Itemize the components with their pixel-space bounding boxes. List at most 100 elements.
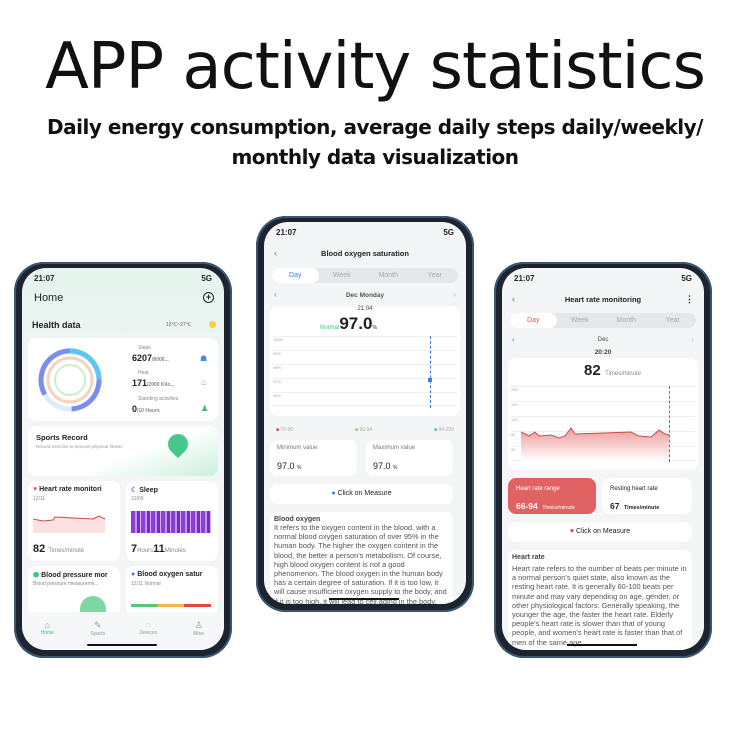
min-label: Minimum value <box>277 445 318 451</box>
blood-oxygen-card[interactable]: ● Blood oxygen satur 12/11 Normal <box>126 566 218 616</box>
info-card: Blood oxygen It refers to the oxygen con… <box>270 512 453 604</box>
plus-circle-icon[interactable]: + <box>203 292 214 303</box>
sleep-title: Sleep <box>139 487 158 494</box>
tab-week[interactable]: Week <box>332 272 351 279</box>
info-text: Heart rate refers to the number of beats… <box>512 564 687 647</box>
max-value: 97.0 <box>373 461 391 471</box>
heart-rate-card[interactable]: ♥ Heart rate monitori 12/11 82 Times/min… <box>28 481 120 561</box>
info-title: Blood oxygen <box>274 516 321 523</box>
max-label: Maximum value <box>373 445 416 451</box>
status-network: 5G <box>443 228 454 237</box>
oxygen-chart-card: 21:04 Normal97.0% 100% 99% 98% 97% 96% <box>270 306 460 416</box>
back-icon[interactable]: ‹ <box>512 294 515 304</box>
heat-goal: /2000 Kilo... <box>147 382 175 388</box>
next-date-icon[interactable]: › <box>691 335 694 344</box>
y-tick: 160 <box>511 401 695 416</box>
home-indicator <box>329 598 399 600</box>
y-tick: 98% <box>273 364 457 378</box>
prev-date-icon[interactable]: ‹ <box>274 290 277 299</box>
heart-line <box>521 427 670 461</box>
reading-time: 21:04 <box>357 306 373 312</box>
y-tick: 99% <box>273 350 457 364</box>
y-tick: 97% <box>273 378 457 392</box>
page-title: Home <box>34 292 64 304</box>
y-tick: 80 <box>511 431 695 446</box>
tab-day[interactable]: Day <box>510 313 557 328</box>
heart-sparkline <box>33 515 106 533</box>
screen-title: Blood oxygen saturation <box>321 249 409 258</box>
heart-unit: Times/minute <box>605 371 641 377</box>
legend-label: 90-94 <box>359 427 373 433</box>
status-time: 21:07 <box>514 274 535 283</box>
heart-unit: Times/minute <box>48 548 85 554</box>
nav-devices[interactable]: ◌ Devices <box>123 620 174 650</box>
back-icon[interactable]: ‹ <box>274 248 277 258</box>
period-tabs: Day Week Month Year <box>272 268 458 283</box>
heart-screen: 21:07 5G ‹ ⋮ Heart rate monitoring Day Wee… <box>502 268 704 650</box>
home-indicator <box>87 644 157 646</box>
heart-value: 82 <box>33 543 46 555</box>
more-icon[interactable]: ⋮ <box>685 294 694 304</box>
oxygen-icon: ● <box>331 490 336 497</box>
oxygen-icon: ● <box>131 571 136 578</box>
legend-label: 94-100 <box>438 427 454 433</box>
sleep-date: 12/09 <box>131 496 144 502</box>
status-bar: 21:07 5G <box>276 228 454 237</box>
standing-icon: ♟ <box>201 404 209 413</box>
prev-date-icon[interactable]: ‹ <box>512 335 515 344</box>
sports-record-card[interactable]: Sports Record Record exercise to improve… <box>28 426 218 476</box>
phone-heart: 21:07 5G ‹ ⋮ Heart rate monitoring Day Wee… <box>494 262 712 658</box>
sleep-chart <box>131 511 211 533</box>
next-date-icon[interactable]: › <box>453 290 456 299</box>
sports-desc: Record exercise to improve physical fitn… <box>36 444 123 449</box>
sleep-card[interactable]: ☾ Sleep 12/09 7Hours11Minutes <box>126 481 218 561</box>
nav-mine[interactable]: ♙ Mine <box>174 620 225 650</box>
info-card: Heart rate Heart rate refers to the numb… <box>508 550 692 650</box>
tab-week[interactable]: Week <box>570 317 589 324</box>
status-time: 21:07 <box>276 228 297 237</box>
measure-button[interactable]: ● Click on Measure <box>270 484 453 504</box>
screen-title: Heart rate monitoring <box>564 295 642 304</box>
heart-date: 12/11 <box>33 496 46 502</box>
measure-label: Click on Measure <box>337 490 392 497</box>
status-network: 5G <box>681 274 692 283</box>
standing-value: 0 <box>132 404 138 414</box>
status-time: 21:07 <box>34 274 55 283</box>
flame-icon: ♨ <box>200 378 208 387</box>
weather: 16℃~27℃ <box>166 322 192 328</box>
tab-year[interactable]: Year <box>427 272 442 279</box>
legend-mid: ■ 90-94 <box>355 427 373 433</box>
tab-month[interactable]: Month <box>378 272 398 279</box>
home-icon: ⌂ <box>44 620 50 630</box>
blood-pressure-card[interactable]: ⬢ Blood pressure mor Blood pressure meas… <box>28 566 120 622</box>
subtitle-line-1: Daily energy consumption, average daily … <box>47 115 703 139</box>
moon-icon: ☾ <box>131 487 138 494</box>
nav-home[interactable]: ⌂ Home <box>22 620 73 650</box>
health-card[interactable]: Steps 6207/8000... Heat 171/2000 Kilo...… <box>28 338 218 421</box>
heart-icon: ♥ <box>569 528 575 535</box>
heat-value: 171 <box>132 378 148 388</box>
range-value: 66-94 <box>516 501 538 511</box>
steps-label: Steps <box>138 345 151 351</box>
oxygen-unit: % <box>372 325 377 331</box>
tab-year[interactable]: Year <box>665 317 680 324</box>
heart-chart-card: 82 Times/minute 200 160 120 80 40 <box>508 358 698 470</box>
reading-time: 20:20 <box>594 349 612 356</box>
date-label: Dec <box>597 337 609 343</box>
nav-sports[interactable]: ✎ Sports <box>73 620 124 650</box>
phone-oxygen: 21:07 5G ‹ Blood oxygen saturation Day Wee… <box>256 216 474 612</box>
measure-button[interactable]: ♥ Click on Measure <box>508 522 692 542</box>
bp-desc: Blood pressure measureme... <box>33 581 99 587</box>
min-unit: % <box>297 465 302 471</box>
tab-day[interactable]: Day <box>272 268 319 283</box>
heart-value: 82 <box>584 362 601 379</box>
nav-label: Mine <box>193 631 205 637</box>
nav-label: Devices <box>139 630 158 636</box>
legend-low: ■ 70-90 <box>276 427 294 433</box>
standing-label: Standing activities <box>138 396 179 402</box>
tab-month[interactable]: Month <box>616 317 636 324</box>
min-value: 97.0 <box>277 461 295 471</box>
resting-unit: Times/minute <box>623 505 660 511</box>
max-value-card: Maximum value 97.0 % <box>366 440 453 476</box>
max-unit: % <box>393 465 398 471</box>
